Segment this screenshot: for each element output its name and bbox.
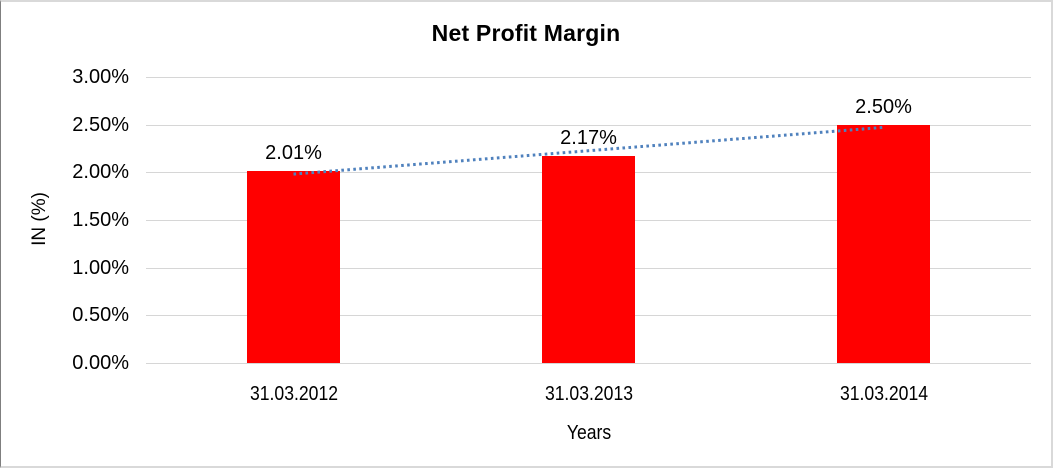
- bar: [542, 156, 635, 363]
- y-tick-label: 2.00%: [72, 161, 129, 183]
- y-tick-label: 0.50%: [72, 304, 129, 326]
- gridline: [146, 363, 1031, 364]
- y-tick-label: 2.50%: [72, 114, 129, 136]
- x-tick-label: 31.03.2012: [249, 383, 338, 405]
- y-tick-label: 1.00%: [72, 257, 129, 279]
- bar-data-label: 2.17%: [560, 127, 617, 149]
- bar: [247, 171, 340, 363]
- bar: [837, 125, 930, 363]
- bar-data-label: 2.01%: [265, 142, 322, 164]
- y-tick-label: 3.00%: [72, 66, 129, 88]
- y-tick-label: 1.50%: [72, 209, 129, 231]
- chart-title: Net Profit Margin: [431, 20, 621, 46]
- y-tick-label: 0.00%: [72, 352, 129, 374]
- x-tick-label: 31.03.2013: [544, 383, 633, 405]
- x-axis-title: Years: [566, 422, 612, 444]
- bar-data-label: 2.50%: [855, 96, 912, 118]
- gridline: [146, 125, 1031, 126]
- gridline: [146, 77, 1031, 78]
- x-tick-label: 31.03.2014: [839, 383, 928, 405]
